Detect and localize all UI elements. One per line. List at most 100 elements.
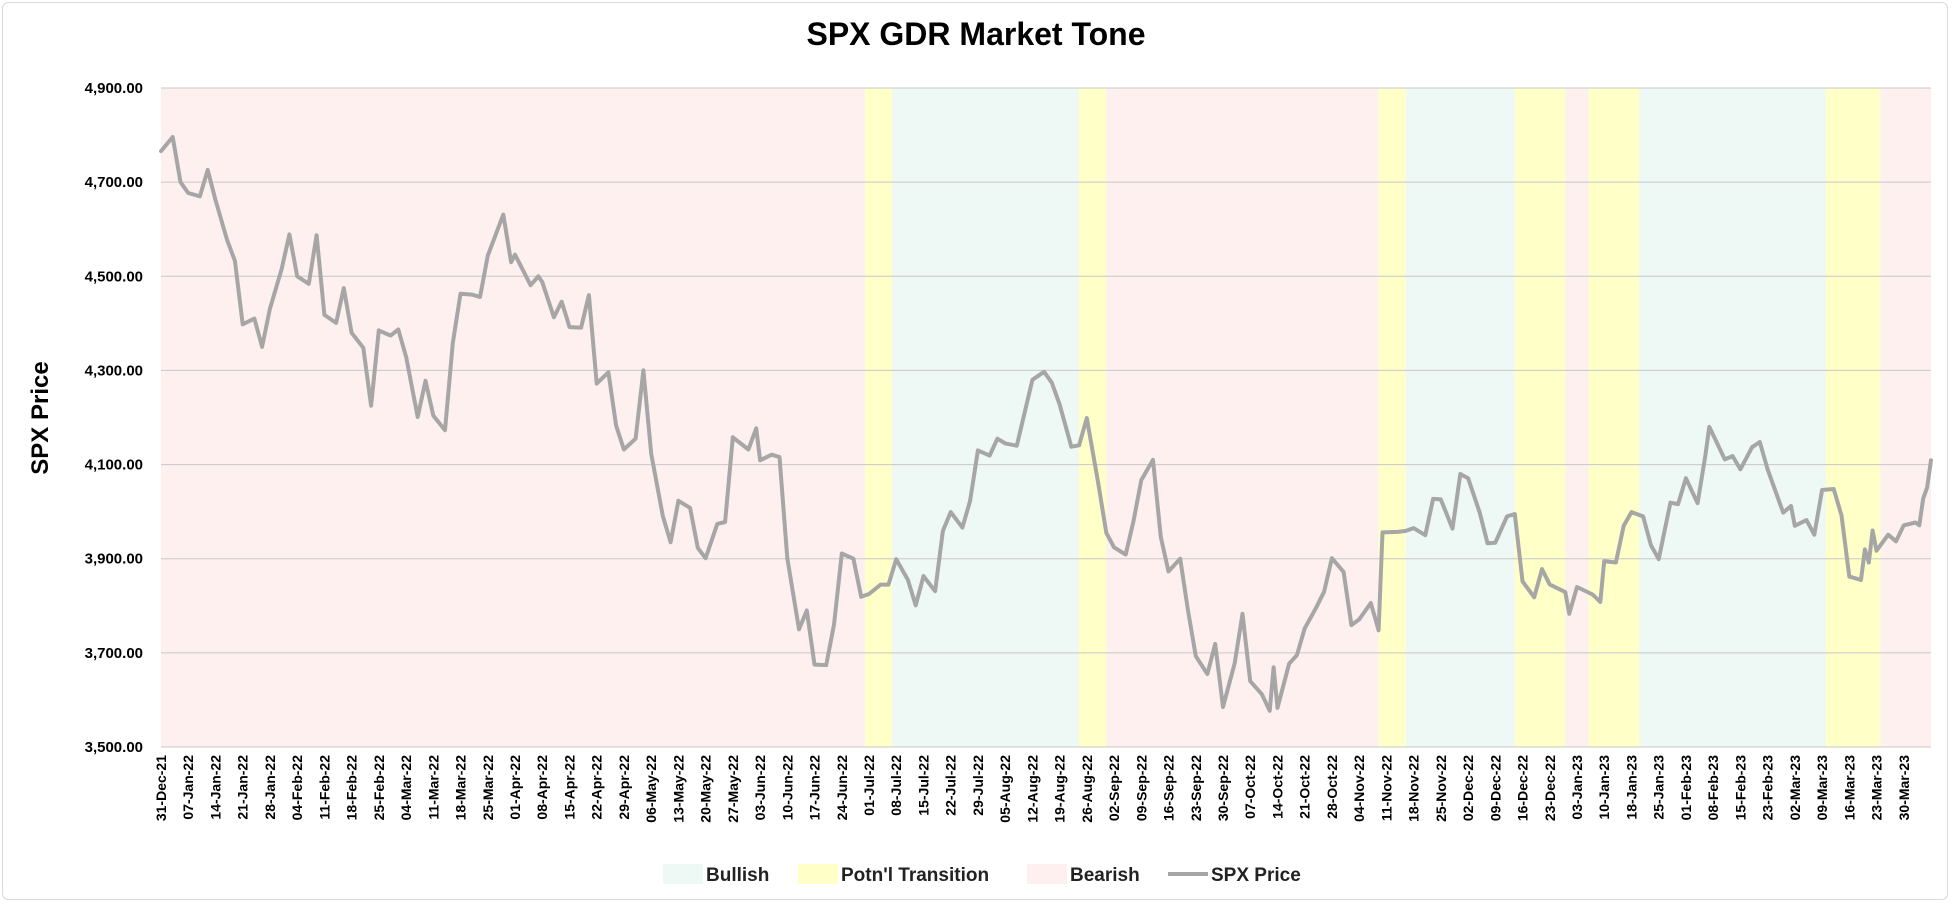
x-tick-label-32: 12-Aug-22 (1024, 755, 1040, 823)
regime-band-bearish-8 (1565, 88, 1589, 747)
x-tick-label-24: 17-Jun-22 (807, 755, 823, 821)
x-tick-label-20: 20-May-22 (698, 755, 714, 823)
x-tick-label-50: 16-Dec-22 (1515, 755, 1531, 821)
x-tick-label-33: 19-Aug-22 (1052, 755, 1068, 823)
y-tick-label-4900: 4,900.00 (85, 80, 143, 97)
x-tick-label-18: 06-May-22 (643, 755, 659, 823)
x-tick-label-41: 14-Oct-22 (1269, 755, 1285, 819)
regime-band-potn-l-transition-3 (1079, 88, 1107, 747)
legend-label-bearish: Bearish (1070, 865, 1140, 886)
x-tick-label-57: 08-Feb-23 (1705, 755, 1721, 821)
x-tick-label-27: 08-Jul-22 (888, 755, 904, 816)
x-tick-label-31: 05-Aug-22 (997, 755, 1013, 823)
x-tick-label-11: 18-Mar-22 (453, 755, 469, 821)
x-tick-label-58: 15-Feb-23 (1732, 755, 1748, 821)
x-tick-label-53: 10-Jan-23 (1596, 755, 1612, 820)
legend-swatch-bearish (1027, 864, 1067, 884)
y-axis-ticks: 3,500.00 3,700.00 3,900.00 4,100.00 4,300.00… (85, 80, 143, 756)
x-axis-ticks: 31-Dec-21 07-Jan-22 14-Jan-22 21-Jan-22 28-J… (153, 755, 1912, 823)
x-tick-label-15: 15-Apr-22 (561, 755, 577, 820)
legend-label-spx-price: SPX Price (1211, 865, 1301, 886)
x-tick-label-10: 11-Mar-22 (425, 755, 441, 820)
x-tick-label-14: 08-Apr-22 (534, 755, 550, 820)
x-tick-label-25: 24-Jun-22 (834, 755, 850, 821)
x-tick-label-49: 09-Dec-22 (1487, 755, 1503, 821)
x-tick-label-34: 26-Aug-22 (1079, 755, 1095, 823)
x-tick-label-56: 01-Feb-23 (1678, 755, 1694, 821)
x-tick-label-60: 02-Mar-23 (1787, 755, 1803, 821)
y-tick-label-4700: 4,700.00 (85, 174, 143, 191)
x-tick-label-44: 04-Nov-22 (1351, 755, 1367, 822)
x-tick-label-23: 10-Jun-22 (779, 755, 795, 821)
x-tick-label-16: 22-Apr-22 (589, 755, 605, 820)
x-tick-label-30: 29-Jul-22 (970, 755, 986, 816)
x-tick-label-45: 11-Nov-22 (1378, 755, 1394, 821)
x-tick-label-55: 25-Jan-23 (1651, 755, 1667, 820)
chart-title: SPX GDR Market Tone (806, 16, 1145, 52)
x-tick-label-46: 18-Nov-22 (1406, 755, 1422, 822)
regime-band-bearish-12 (1880, 88, 1931, 747)
x-tick-label-22: 03-Jun-22 (752, 755, 768, 821)
regime-band-potn-l-transition-5 (1378, 88, 1406, 747)
x-tick-label-40: 07-Oct-22 (1242, 755, 1258, 819)
regime-band-bearish-0 (161, 88, 866, 747)
x-tick-label-61: 09-Mar-23 (1814, 755, 1830, 821)
y-tick-label-4500: 4,500.00 (85, 268, 143, 285)
regime-band-potn-l-transition-11 (1825, 88, 1881, 747)
legend-label-potn-l-transition: Potn'l Transition (841, 865, 989, 886)
x-tick-label-51: 23-Dec-22 (1542, 755, 1558, 821)
x-tick-label-64: 30-Mar-23 (1896, 755, 1912, 821)
legend-label-bullish: Bullish (706, 865, 769, 886)
regime-band-potn-l-transition-9 (1588, 88, 1640, 747)
x-tick-label-35: 02-Sep-22 (1106, 755, 1122, 821)
y-tick-label-3900: 3,900.00 (85, 551, 143, 568)
legend-swatch-potn-l-transition (798, 864, 838, 884)
x-tick-label-9: 04-Mar-22 (398, 755, 414, 821)
x-tick-label-4: 28-Jan-22 (262, 755, 278, 820)
legend: Bullish Potn'l Transition Bearish SPX Price (663, 864, 1301, 886)
x-tick-label-38: 23-Sep-22 (1188, 755, 1204, 821)
y-tick-label-3700: 3,700.00 (85, 645, 143, 662)
regime-band-bullish-10 (1639, 88, 1826, 747)
x-tick-label-59: 23-Feb-23 (1760, 755, 1776, 821)
x-tick-label-6: 11-Feb-22 (316, 755, 332, 820)
x-tick-label-8: 25-Feb-22 (371, 755, 387, 821)
x-tick-label-7: 18-Feb-22 (344, 755, 360, 821)
chart-svg: 3,500.00 3,700.00 3,900.00 4,100.00 4,300.00… (27, 16, 1933, 886)
legend-swatch-bullish (663, 864, 703, 884)
x-tick-label-19: 13-May-22 (670, 755, 686, 823)
x-tick-label-17: 29-Apr-22 (616, 755, 632, 820)
x-tick-label-63: 23-Mar-23 (1869, 755, 1885, 821)
x-tick-label-54: 18-Jan-23 (1623, 755, 1639, 820)
regime-bands (161, 88, 1931, 747)
x-tick-label-0: 31-Dec-21 (153, 755, 169, 821)
x-tick-label-43: 28-Oct-22 (1324, 755, 1340, 819)
x-tick-label-28: 15-Jul-22 (915, 755, 931, 816)
x-tick-label-2: 14-Jan-22 (207, 755, 223, 820)
x-tick-label-13: 01-Apr-22 (507, 755, 523, 820)
regime-band-potn-l-transition-1 (865, 88, 893, 747)
regime-band-bullish-6 (1405, 88, 1515, 747)
x-tick-label-21: 27-May-22 (725, 755, 741, 823)
x-tick-label-48: 02-Dec-22 (1460, 755, 1476, 821)
gridlines (161, 87, 1931, 748)
x-tick-label-62: 16-Mar-23 (1841, 755, 1857, 821)
x-tick-label-3: 21-Jan-22 (235, 755, 251, 820)
series-line-spx-price (159, 135, 1933, 713)
x-tick-label-12: 25-Mar-22 (480, 755, 496, 821)
x-tick-label-42: 21-Oct-22 (1297, 755, 1313, 819)
x-tick-label-29: 22-Jul-22 (943, 755, 959, 816)
x-tick-label-37: 16-Sep-22 (1161, 755, 1177, 821)
series-layer (159, 135, 1933, 713)
x-tick-label-39: 30-Sep-22 (1215, 755, 1231, 821)
x-tick-label-36: 09-Sep-22 (1133, 755, 1149, 821)
y-tick-label-4100: 4,100.00 (85, 457, 143, 474)
y-tick-label-4300: 4,300.00 (85, 362, 143, 379)
x-tick-label-52: 03-Jan-23 (1569, 755, 1585, 820)
y-axis-label: SPX Price (27, 361, 54, 474)
regime-band-bearish-4 (1106, 88, 1379, 747)
x-tick-label-5: 04-Feb-22 (289, 755, 305, 821)
regime-band-potn-l-transition-7 (1514, 88, 1566, 747)
x-tick-label-26: 01-Jul-22 (861, 755, 877, 816)
